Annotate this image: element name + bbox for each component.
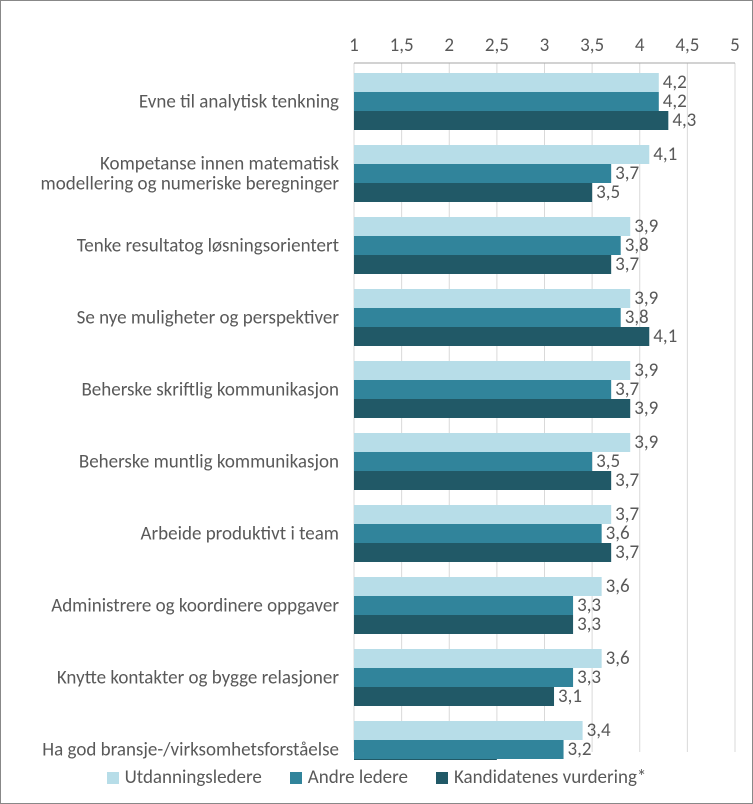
bar-value-label: 3,9 [634,397,658,420]
bar-value-label: 3,9 [634,431,658,454]
bar-value-label: 4,1 [653,325,677,348]
bar-utd [354,217,630,236]
bar-andre [354,524,602,543]
bar-value-label: 4,3 [672,109,696,132]
legend-item-andre: Andre ledere [290,766,408,789]
legend-swatch-utd [107,772,119,784]
bar-value-label: 3,5 [596,181,620,204]
category-label: Tenke resultatog løsningsorientert [77,235,340,258]
legend-item-utd: Utdanningsledere [107,766,262,789]
svg-text:4,5: 4,5 [675,34,699,57]
category-label: Beherske skriftlig kommunikasjon [81,379,339,402]
bar-kand [354,255,611,274]
bar-utd [354,433,630,452]
bar-andre [354,164,611,183]
bar-value-label: 3,6 [606,647,630,670]
bar-value-label: 3,7 [615,541,639,564]
svg-text:3: 3 [540,34,550,57]
category-label: Se nye muligheter og perspektiver [77,307,340,330]
bar-utd [354,505,611,524]
category-label: Ha god bransje-/virksomhetsforståelse [42,739,339,761]
category-label: modellering og numeriske beregninger [41,173,340,196]
bar-value-label: 3,6 [606,575,630,598]
svg-text:1,5: 1,5 [390,34,414,57]
bar-kand [354,471,611,490]
bar-andre [354,308,621,327]
bar-andre [354,596,573,615]
bar-utd [354,721,583,740]
bar-utd [354,145,649,164]
svg-text:2: 2 [444,34,454,57]
bar-andre [354,740,564,759]
bar-value-label: 3,3 [577,613,601,636]
bar-kand [354,183,592,202]
bar-kand [354,687,554,706]
bar-kand [354,399,630,418]
competency-chart: 1 1,5 2 2,5 3 3,5 4 4,5 5 Evne til analytisk tenk… [19,11,753,760]
legend-item-kand: Kandidatenes vurdering* [436,766,646,789]
svg-text:3,5: 3,5 [580,34,604,57]
legend-label-utd: Utdanningsledere [125,766,262,789]
legend-label-kand: Kandidatenes vurdering* [454,766,646,789]
legend-swatch-andre [290,772,302,784]
bar-utd [354,289,630,308]
bar-kand [354,111,668,130]
bar-andre [354,92,659,111]
legend-swatch-kand [436,772,448,784]
bar-value-label: 3,7 [615,253,639,276]
category-label: Administrere og koordinere oppgaver [51,595,339,618]
svg-text:4: 4 [635,34,645,57]
bar-utd [354,649,602,668]
bar-value-label: 4,1 [653,143,677,166]
bar-utd [354,361,630,380]
bar-andre [354,380,611,399]
category-label: Beherske muntlig kommunikasjon [79,451,339,474]
bar-kand [354,543,611,562]
bar-andre [354,236,621,255]
bar-andre [354,668,573,687]
bar-utd [354,73,659,92]
category-label: Arbeide produktivt i team [141,523,339,546]
bar-value-label: 3,7 [615,469,639,492]
bar-kand [354,615,573,634]
category-label: Knytte kontakter og bygge relasjoner [57,667,340,690]
bar-andre [354,452,592,471]
svg-text:2,5: 2,5 [485,34,509,57]
bar-value-label: 3,2 [568,738,592,760]
bar-utd [354,577,602,596]
bar-value-label: 2,5 [501,757,525,760]
category-label: Evne til analytisk tenkning [139,91,339,114]
bar-kand [354,759,497,760]
svg-text:5: 5 [730,34,740,57]
svg-text:1: 1 [349,34,359,57]
bar-value-label: 3,8 [625,306,649,329]
bar-kand [354,327,649,346]
legend: Utdanningsledere Andre ledere Kandidaten… [1,766,752,789]
legend-label-andre: Andre ledere [308,766,408,789]
bar-value-label: 3,1 [558,685,582,708]
